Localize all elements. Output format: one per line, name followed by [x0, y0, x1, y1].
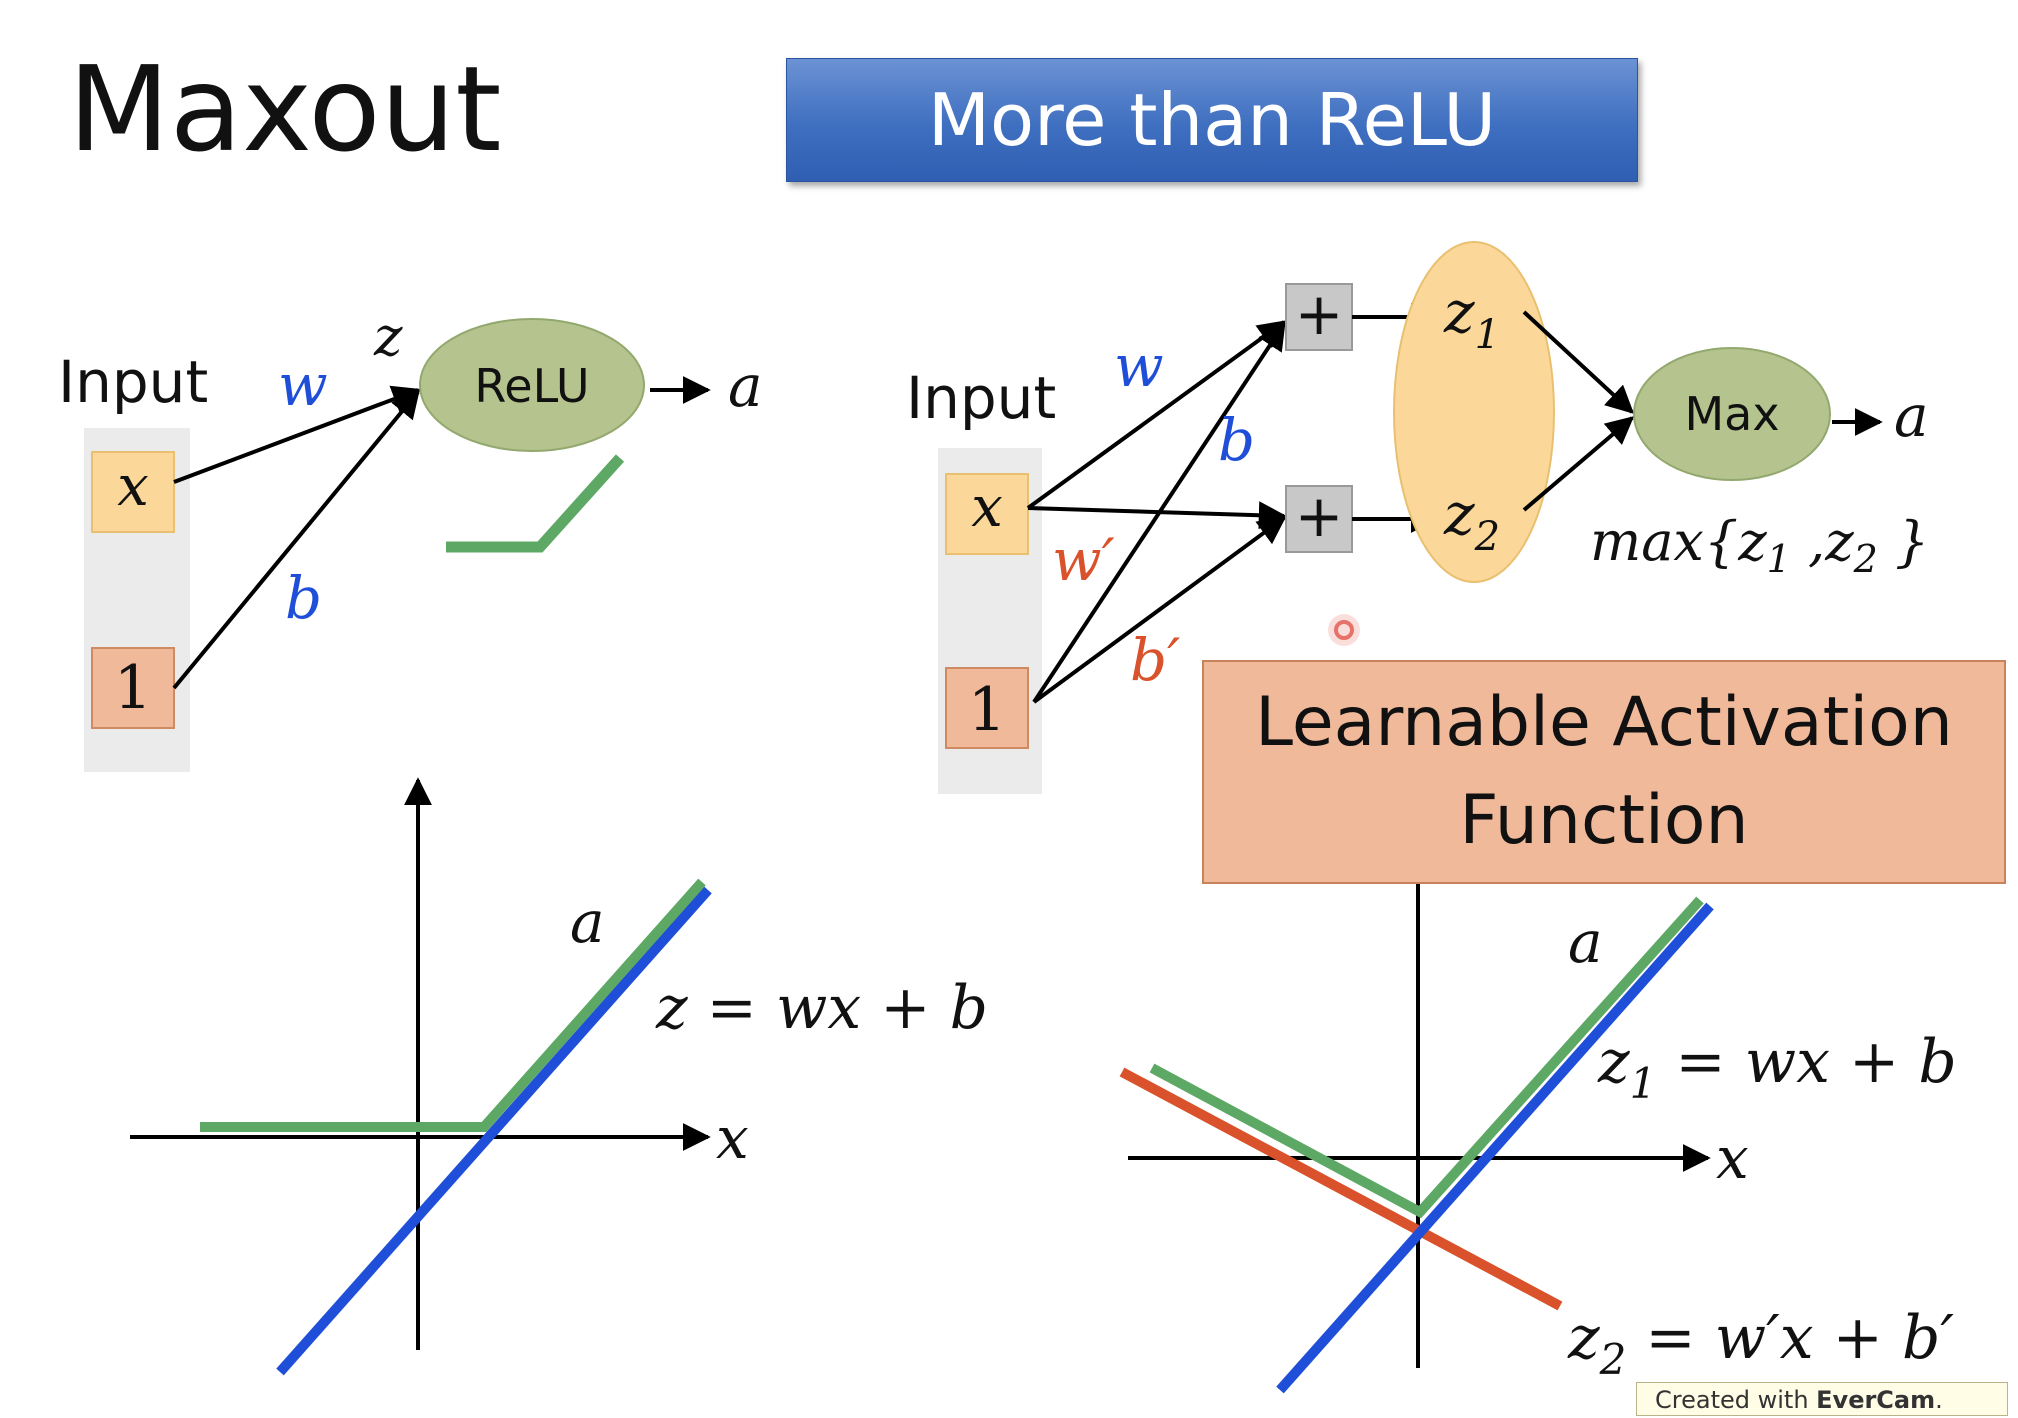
- left-plot-z-line: [276, 886, 712, 1376]
- left-plot-x-label: x: [716, 1104, 749, 1172]
- cursor-halo-icon: [1328, 614, 1360, 646]
- right-plot-a-label: a: [1568, 908, 1603, 976]
- right-network: Input x 1 w b w′ b′ + + z1 z2: [906, 241, 1929, 794]
- watermark-brand: EverCam: [1816, 1386, 1936, 1414]
- left-b-label: b: [285, 564, 322, 632]
- left-w-label: w: [278, 351, 328, 419]
- left-plot-equation: z = wx + b: [655, 973, 988, 1043]
- left-one-label: 1: [114, 653, 152, 723]
- left-x-label: x: [117, 454, 149, 519]
- left-output-label: a: [728, 352, 763, 420]
- right-x-label: x: [971, 475, 1003, 540]
- right-one-label: 1: [968, 675, 1006, 745]
- right-plot-z1-line: [1276, 902, 1714, 1394]
- right-input-label: Input: [906, 364, 1056, 432]
- max-formula: max{z1 ,z2 }: [1590, 510, 1929, 581]
- z2-label: z2: [1443, 480, 1500, 560]
- banner-more-than-relu: More than ReLU: [786, 58, 1638, 182]
- relu-shape-icon: [446, 454, 625, 553]
- right-b-label: b: [1218, 406, 1255, 474]
- watermark-prefix: Created with: [1655, 1386, 1817, 1414]
- left-w-arrow: [173, 385, 421, 484]
- left-x-box: [91, 451, 175, 533]
- watermark-suffix: .: [1935, 1386, 1943, 1414]
- right-plot-eq1: z1 = wx + b: [1597, 1027, 1957, 1108]
- right-w-label: w: [1114, 332, 1164, 400]
- left-plot-a-line: [200, 878, 706, 1132]
- right-output-label: a: [1894, 382, 1929, 450]
- left-plot-a-label: a: [570, 888, 605, 956]
- max-node-label: Max: [1684, 387, 1779, 441]
- sum-node-2-symbol: +: [1295, 482, 1344, 550]
- right-w-arrow: [1026, 320, 1287, 510]
- right-plot-z2-line: [1119, 1067, 1563, 1311]
- right-b-arrow: [1032, 321, 1286, 704]
- learnable-activation-box: Learnable Activation Function: [1202, 660, 2006, 884]
- z1-to-max-arrow: [1522, 310, 1635, 414]
- slide-title: Maxout: [68, 40, 502, 178]
- cursor-dot-icon: [1334, 620, 1354, 640]
- left-b-arrow: [172, 389, 420, 690]
- right-x-box: [945, 473, 1029, 555]
- right-one-box: [945, 667, 1029, 749]
- max-node: [1633, 347, 1831, 481]
- left-input-label: Input: [58, 348, 208, 416]
- right-w-prime-arrow: [1027, 501, 1287, 530]
- right-plot-eq2: z2 = w′x + b′: [1567, 1303, 1954, 1384]
- z1-label: z1: [1443, 278, 1500, 358]
- right-b-prime-arrow: [1032, 516, 1287, 704]
- z-group-oval: [1393, 241, 1555, 583]
- sum-node-1: [1285, 283, 1353, 351]
- right-plot-a-line: [1149, 896, 1704, 1219]
- z2-to-max-arrow: [1522, 416, 1635, 512]
- right-plot-x-label: x: [1716, 1124, 1749, 1192]
- left-z-label: z: [373, 305, 403, 368]
- right-plot: a x z1 = wx + b z2 = w′x + b′: [1119, 880, 1957, 1394]
- left-one-box: [91, 647, 175, 729]
- relu-node: [419, 318, 645, 452]
- left-network: Input x 1 w b z ReLU a: [58, 305, 763, 772]
- sum-node-1-symbol: +: [1295, 280, 1344, 348]
- right-b-prime-label: b′: [1130, 626, 1180, 694]
- left-plot: a x z = wx + b: [130, 777, 988, 1376]
- right-w-prime-label: w′: [1052, 526, 1115, 594]
- evercam-watermark: Created with EverCam.: [1636, 1382, 2008, 1416]
- learnable-activation-text: Learnable Activation Function: [1255, 683, 1953, 860]
- relu-node-label: ReLU: [474, 359, 589, 413]
